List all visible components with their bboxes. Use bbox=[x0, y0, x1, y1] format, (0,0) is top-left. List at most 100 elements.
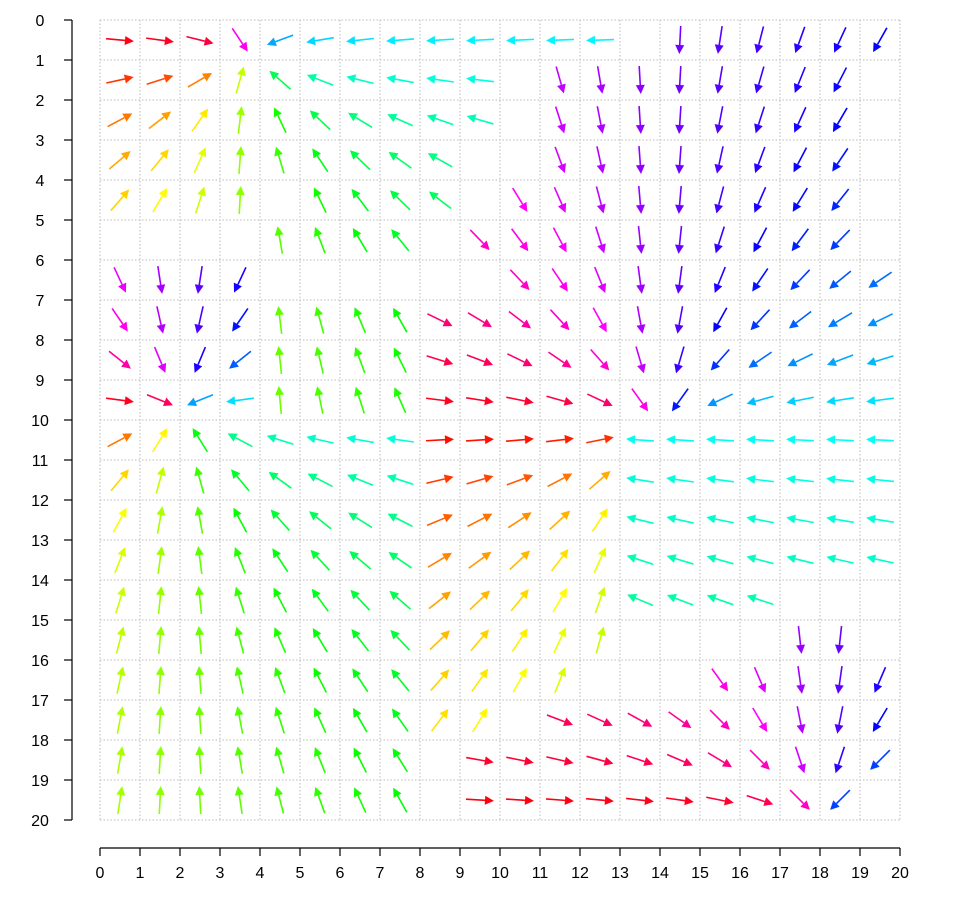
vector-arrow bbox=[313, 707, 327, 734]
vector-arrow bbox=[707, 393, 734, 407]
vector-arrow bbox=[275, 346, 284, 375]
vector-arrow bbox=[866, 554, 894, 564]
vector-arrow bbox=[393, 347, 407, 373]
x-tick-label: 1 bbox=[136, 865, 145, 882]
vector-arrow bbox=[796, 706, 806, 734]
x-tick-label: 7 bbox=[376, 865, 385, 882]
vector-arrow bbox=[714, 26, 724, 54]
vector-arrow bbox=[714, 146, 724, 174]
y-tick-label: 20 bbox=[31, 813, 49, 830]
vector-arrow bbox=[555, 66, 566, 94]
vector-arrow bbox=[866, 355, 894, 366]
vector-arrow bbox=[465, 435, 494, 445]
vector-arrow bbox=[790, 269, 811, 291]
x-tick-label: 20 bbox=[891, 865, 909, 882]
vector-arrow bbox=[868, 271, 893, 288]
vector-arrow bbox=[788, 310, 812, 329]
vector-arrow bbox=[833, 67, 848, 93]
vector-arrow bbox=[195, 706, 205, 735]
vector-arrow bbox=[507, 353, 533, 367]
vector-arrow bbox=[593, 266, 607, 293]
vector-arrow bbox=[428, 191, 452, 210]
vector-arrow bbox=[666, 514, 694, 524]
vector-arrow bbox=[306, 36, 334, 46]
vector-arrow bbox=[155, 626, 165, 655]
vector-arrow bbox=[794, 746, 806, 774]
vector-arrow bbox=[753, 227, 768, 253]
vector-arrow bbox=[830, 789, 851, 810]
y-tick-label: 1 bbox=[36, 53, 45, 70]
vector-arrow bbox=[547, 473, 573, 488]
y-tick-label: 8 bbox=[36, 333, 45, 350]
vector-arrow bbox=[713, 307, 728, 333]
vector-arrow bbox=[666, 474, 694, 484]
vector-arrow bbox=[194, 266, 204, 294]
vector-arrow bbox=[796, 625, 806, 654]
vector-arrow bbox=[707, 752, 733, 768]
vector-arrow bbox=[186, 35, 214, 46]
vector-arrow bbox=[193, 147, 207, 174]
vector-arrow bbox=[236, 106, 246, 134]
vector-arrow bbox=[156, 506, 166, 534]
vector-arrow bbox=[195, 666, 205, 695]
vector-arrow bbox=[429, 630, 451, 651]
vector-arrow bbox=[231, 469, 250, 492]
vector-arrow bbox=[506, 474, 534, 486]
vector-arrow bbox=[746, 474, 774, 484]
x-tick-label: 10 bbox=[491, 865, 509, 882]
vector-arrow bbox=[505, 795, 534, 805]
vector-arrow bbox=[594, 586, 606, 614]
vector-arrow bbox=[116, 786, 126, 814]
vector-arrow bbox=[510, 589, 529, 612]
vector-arrow bbox=[635, 145, 645, 174]
vector-arrow bbox=[351, 188, 370, 212]
vector-arrow bbox=[554, 666, 567, 694]
vector-arrow bbox=[187, 72, 213, 88]
y-tick-label: 10 bbox=[31, 413, 49, 430]
vector-arrow bbox=[586, 35, 615, 45]
vector-arrow bbox=[155, 706, 165, 735]
vector-arrow bbox=[833, 26, 847, 53]
vector-arrow bbox=[194, 186, 206, 214]
vector-arrow bbox=[235, 146, 245, 175]
vector-arrow bbox=[711, 668, 729, 692]
vector-arrow bbox=[706, 594, 734, 606]
vector-arrow bbox=[430, 708, 449, 732]
vector-arrow bbox=[627, 712, 653, 727]
vector-arrow bbox=[551, 267, 568, 292]
vector-arrow bbox=[746, 594, 774, 606]
vector-arrow bbox=[754, 26, 765, 54]
vector-arrow bbox=[307, 473, 333, 488]
vector-arrow bbox=[870, 749, 891, 770]
vector-arrow bbox=[466, 114, 494, 125]
vector-arrow bbox=[387, 513, 413, 528]
vector-arrow bbox=[155, 666, 165, 695]
vector-arrow bbox=[826, 474, 855, 484]
vector-arrow bbox=[754, 106, 766, 134]
vector-arrow bbox=[826, 396, 854, 406]
vector-arrow bbox=[706, 554, 734, 565]
vector-arrow bbox=[146, 36, 174, 46]
vector-arrow bbox=[713, 266, 727, 293]
vector-arrow bbox=[636, 266, 646, 294]
vector-arrow bbox=[754, 146, 766, 174]
vector-arrow bbox=[313, 667, 328, 693]
vector-arrow bbox=[234, 626, 245, 654]
vector-arrow bbox=[156, 546, 166, 574]
vector-arrow bbox=[666, 435, 695, 445]
vector-arrow bbox=[554, 146, 566, 174]
vector-arrow bbox=[675, 145, 685, 174]
vector-arrow bbox=[594, 226, 606, 254]
vector-arrow bbox=[195, 626, 205, 655]
vector-arrow bbox=[507, 512, 532, 529]
vector-arrow bbox=[505, 435, 534, 445]
vector-arrow bbox=[391, 229, 410, 252]
vector-arrow bbox=[232, 307, 249, 332]
vector-arrow bbox=[553, 627, 567, 654]
vector-arrow bbox=[546, 35, 575, 45]
vector-arrow bbox=[108, 150, 131, 170]
vector-arrow bbox=[674, 346, 685, 374]
vector-arrow bbox=[546, 395, 574, 406]
vector-arrow bbox=[752, 267, 769, 292]
y-tick-label: 11 bbox=[32, 453, 49, 470]
